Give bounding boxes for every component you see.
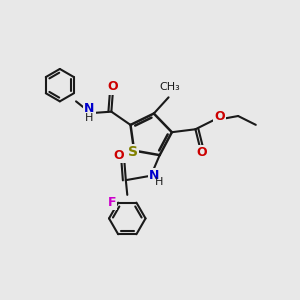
Text: O: O [196, 146, 207, 159]
Text: F: F [107, 196, 116, 209]
Text: O: O [114, 148, 124, 162]
Text: CH₃: CH₃ [160, 82, 180, 92]
Text: S: S [128, 145, 138, 159]
Text: N: N [84, 102, 94, 115]
Text: H: H [155, 177, 163, 187]
Text: O: O [107, 80, 118, 93]
Text: O: O [214, 110, 225, 123]
Text: H: H [85, 113, 94, 123]
Text: N: N [149, 169, 160, 182]
